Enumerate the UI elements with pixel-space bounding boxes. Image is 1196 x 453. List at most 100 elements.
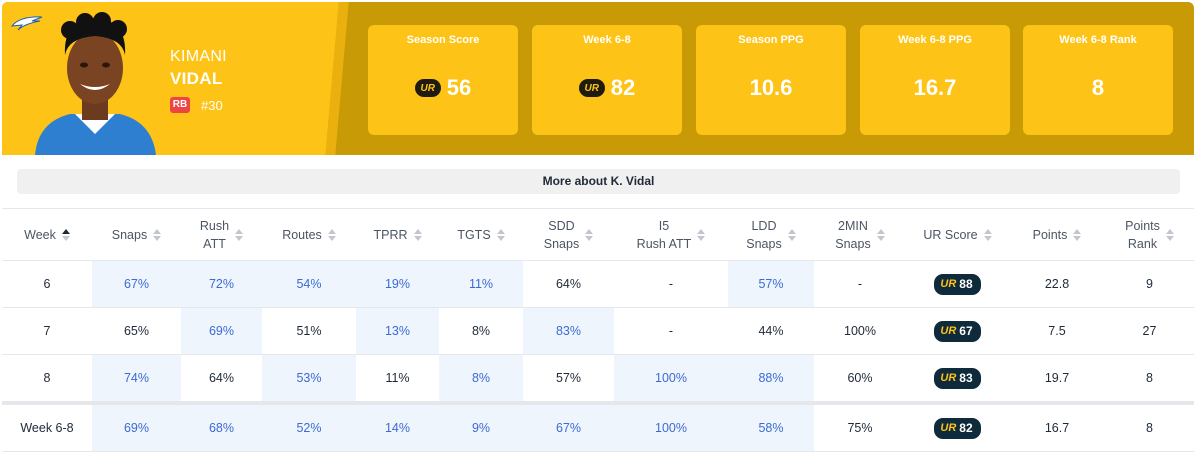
cell-points: 16.7 xyxy=(1044,421,1070,435)
column-label: TGTS xyxy=(457,228,491,242)
column-label: Rush ATT xyxy=(199,219,230,251)
sort-icon xyxy=(983,229,992,241)
cell-week: 6 xyxy=(43,277,51,291)
stat-card-number: 56 xyxy=(446,75,472,100)
stat-card-label: Season Score xyxy=(406,34,480,46)
table-header: Week Snaps Rush ATT Routes TPRR TGTS SDD… xyxy=(2,208,1194,261)
cell-points: 19.7 xyxy=(1044,371,1070,385)
cell-points: 7.5 xyxy=(1048,324,1066,338)
stat-card-week-score: Week 6-8 UR 82 xyxy=(532,25,682,135)
sort-ascending-icon xyxy=(61,229,70,241)
cell-tgts: 8% xyxy=(439,355,523,401)
cell-tgts: 8% xyxy=(471,324,491,338)
ur-score-pill: UR 82 xyxy=(934,417,981,439)
chargers-bolt-icon xyxy=(10,16,43,31)
cell-2min-snaps: 60% xyxy=(847,371,873,385)
ur-score-value: 88 xyxy=(959,277,973,291)
cell-tprr: 19% xyxy=(356,261,439,307)
cell-snaps: 69% xyxy=(92,405,181,451)
column-header-ur-score[interactable]: UR Score xyxy=(906,209,1009,261)
column-header-tgts[interactable]: TGTS xyxy=(439,209,523,261)
column-label: TPRR xyxy=(373,228,408,242)
column-header-points-rank[interactable]: Points Rank xyxy=(1105,209,1194,261)
ur-score-value: 83 xyxy=(959,371,973,385)
stat-card-label: Week 6-8 PPG xyxy=(898,34,972,46)
column-header-week[interactable]: Week xyxy=(2,209,92,261)
ur-score-pill: UR 67 xyxy=(934,320,981,342)
stat-card-season-ppg: Season PPG 10.6 xyxy=(696,25,846,135)
cell-points-rank: 8 xyxy=(1146,421,1153,435)
player-last-name: VIDAL xyxy=(170,69,223,88)
ur-score-value: 82 xyxy=(959,421,973,435)
stat-card-number: 10.6 xyxy=(749,75,793,100)
cell-tgts: 11% xyxy=(439,261,523,307)
ur-score-value: 67 xyxy=(959,324,973,338)
column-label: Snaps xyxy=(111,228,148,242)
column-label: UR Score xyxy=(923,228,978,242)
stat-card-number: 82 xyxy=(610,75,636,100)
cell-rush-att: 64% xyxy=(208,371,235,385)
position-badge: RB xyxy=(170,97,190,113)
cell-routes: 53% xyxy=(262,355,356,401)
cell-sdd-snaps: 64% xyxy=(555,277,582,291)
column-header-points[interactable]: Points xyxy=(1009,209,1105,261)
cell-routes: 51% xyxy=(296,324,322,338)
ur-logo-icon: UR xyxy=(940,278,957,290)
stat-card-label: Week 6-8 xyxy=(583,34,631,46)
column-header-ldd-snaps[interactable]: LDD Snaps xyxy=(728,209,814,261)
column-label: Week xyxy=(24,228,56,242)
stat-card-week-rank: Week 6-8 Rank 8 xyxy=(1023,25,1173,135)
cell-tprr: 14% xyxy=(356,405,439,451)
cell-tgts: 9% xyxy=(439,405,523,451)
cell-2min-snaps: 100% xyxy=(844,324,876,338)
column-header-2min-snaps[interactable]: 2MIN Snaps xyxy=(814,209,906,261)
column-label: SDD Snaps xyxy=(543,219,580,251)
cell-points-rank: 8 xyxy=(1146,371,1153,385)
player-first-name: KIMANI xyxy=(170,48,227,65)
cell-ldd-snaps: 57% xyxy=(728,261,814,307)
table-row: 7 65% 69% 51% 13% 8% 83% - 44% 100% UR 67… xyxy=(2,308,1194,355)
cell-2min-snaps: 75% xyxy=(847,421,873,435)
table-row: 6 67% 72% 54% 19% 11% 64% - 57% - UR 88 2… xyxy=(2,261,1194,308)
stat-card-label: Season PPG xyxy=(738,34,804,46)
cell-points: 22.8 xyxy=(1044,277,1070,291)
player-headshot xyxy=(35,12,156,155)
sort-icon xyxy=(235,229,244,241)
column-header-tprr[interactable]: TPRR xyxy=(356,209,439,261)
cell-i5-rush-att: - xyxy=(668,277,674,291)
cell-rush-att: 69% xyxy=(181,308,262,354)
column-header-sdd-snaps[interactable]: SDD Snaps xyxy=(523,209,614,261)
sort-icon xyxy=(585,229,594,241)
cell-ldd-snaps: 44% xyxy=(758,324,784,338)
column-label: I5 Rush ATT xyxy=(636,219,692,251)
cell-snaps: 65% xyxy=(123,324,150,338)
cell-week: 7 xyxy=(43,324,51,338)
cell-i5-rush-att: 100% xyxy=(614,405,728,451)
column-label: Points xyxy=(1032,228,1068,242)
cell-sdd-snaps: 57% xyxy=(555,371,582,385)
column-header-rush-att[interactable]: Rush ATT xyxy=(181,209,262,261)
stat-card-number: 16.7 xyxy=(913,75,957,100)
column-header-routes[interactable]: Routes xyxy=(262,209,356,261)
column-header-i5-rush-att[interactable]: I5 Rush ATT xyxy=(614,209,728,261)
cell-ldd-snaps: 58% xyxy=(728,405,814,451)
ur-logo-icon: UR xyxy=(578,79,605,97)
more-about-button[interactable]: More about K. Vidal xyxy=(17,169,1180,194)
sort-icon xyxy=(697,229,706,241)
table-row: 8 74% 64% 53% 11% 8% 57% 100% 88% 60% UR… xyxy=(2,355,1194,402)
ur-logo-icon: UR xyxy=(940,325,957,337)
cell-rush-att: 72% xyxy=(181,261,262,307)
cell-routes: 52% xyxy=(262,405,356,451)
cell-snaps: 74% xyxy=(92,355,181,401)
cell-points-rank: 9 xyxy=(1146,277,1153,291)
ur-score-pill: UR 83 xyxy=(934,367,981,389)
cell-i5-rush-att: - xyxy=(668,324,674,338)
sort-icon xyxy=(1073,229,1082,241)
column-label: LDD Snaps xyxy=(746,219,782,251)
cell-rush-att: 68% xyxy=(181,405,262,451)
sort-icon xyxy=(153,229,162,241)
stat-card-value: UR 82 xyxy=(532,75,682,101)
column-header-snaps[interactable]: Snaps xyxy=(92,209,181,261)
cell-ur-score: UR 88 xyxy=(906,261,1009,307)
sort-icon xyxy=(1165,229,1174,241)
